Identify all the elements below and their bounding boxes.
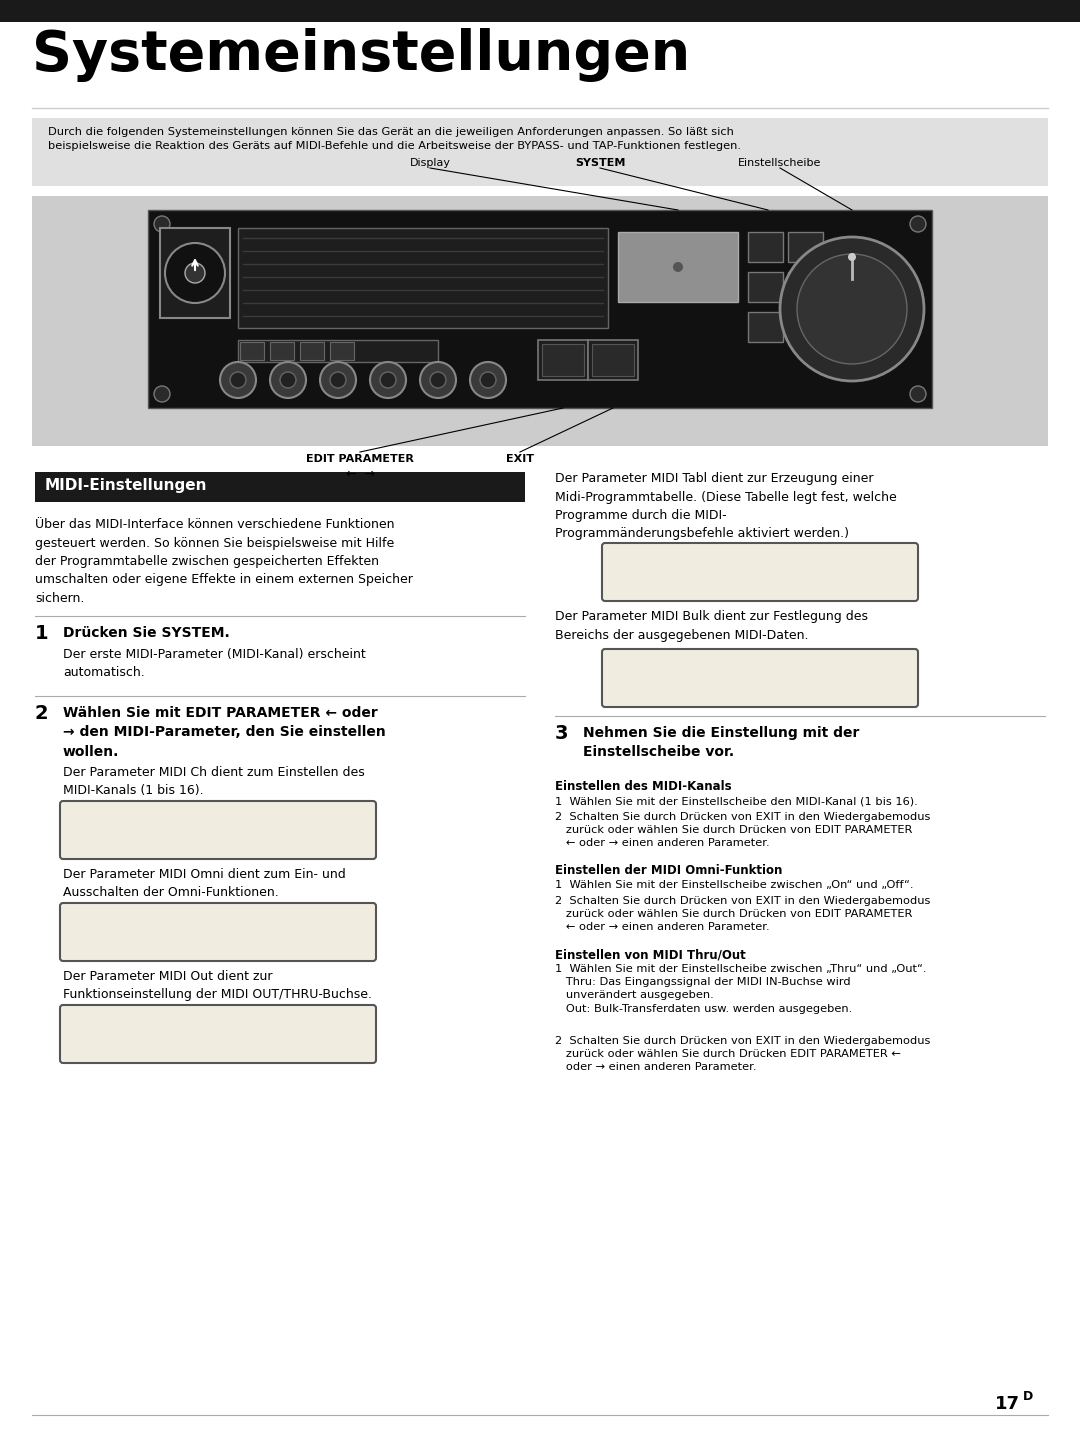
Bar <box>618 232 738 302</box>
Text: Einstellscheibe: Einstellscheibe <box>739 158 822 168</box>
Text: EDIT PARAMETER: EDIT PARAMETER <box>306 453 414 463</box>
Bar <box>588 340 638 380</box>
Bar <box>748 232 783 262</box>
Text: EXIT: EXIT <box>507 453 534 463</box>
Circle shape <box>154 216 170 232</box>
Text: Drücken Sie SYSTEM.: Drücken Sie SYSTEM. <box>63 626 230 640</box>
Text: Der Parameter MIDI Out dient zur
Funktionseinstellung der MIDI OUT/THRU-Buchse.: Der Parameter MIDI Out dient zur Funktio… <box>63 970 372 1002</box>
Bar <box>788 232 823 262</box>
Bar <box>538 340 588 380</box>
Text: 1  Wählen Sie mit der Einstellscheibe den MIDI-Kanal (1 bis 16).: 1 Wählen Sie mit der Einstellscheibe den… <box>555 796 918 806</box>
FancyBboxPatch shape <box>602 649 918 707</box>
Circle shape <box>480 373 496 389</box>
Text: Trans    Sys→♯400: Trans Sys→♯400 <box>615 676 751 689</box>
FancyBboxPatch shape <box>60 904 376 961</box>
Text: 1  Wählen Sie mit der Einstellscheibe zwischen „On“ und „Off“.: 1 Wählen Sie mit der Einstellscheibe zwi… <box>555 881 914 889</box>
FancyBboxPatch shape <box>60 1004 376 1063</box>
Circle shape <box>154 386 170 401</box>
Text: 2  Schalten Sie durch Drücken von EXIT in den Wiedergabemodus
   zurück oder wäh: 2 Schalten Sie durch Drücken von EXIT in… <box>555 812 930 849</box>
Text: Einstellen der MIDI Omni-Funktion: Einstellen der MIDI Omni-Funktion <box>555 863 782 876</box>
Text: Einstellen von MIDI Thru/Out: Einstellen von MIDI Thru/Out <box>555 948 746 961</box>
Text: D: D <box>1023 1390 1034 1403</box>
Circle shape <box>185 263 205 283</box>
Circle shape <box>220 363 256 399</box>
Text: 2: 2 <box>35 704 49 722</box>
Text: System:MIDI Tabl: System:MIDI Tabl <box>615 554 743 567</box>
Text: Einstellen des MIDI-Kanals: Einstellen des MIDI-Kanals <box>555 780 731 793</box>
Text: Über das MIDI-Interface können verschiedene Funktionen
gesteuert werden. So könn: Über das MIDI-Interface können verschied… <box>35 518 413 604</box>
Text: Nehmen Sie die Einstellung mit der
Einstellscheibe vor.: Nehmen Sie die Einstellung mit der Einst… <box>583 727 860 760</box>
Circle shape <box>230 373 246 389</box>
Text: Der Parameter MIDI Ch dient zum Einstellen des
MIDI-Kanals (1 bis 16).: Der Parameter MIDI Ch dient zum Einstell… <box>63 766 365 797</box>
Bar <box>748 272 783 302</box>
Circle shape <box>780 237 924 381</box>
Text: 3: 3 <box>555 724 568 743</box>
Text: System:MIDI Omni: System:MIDI Omni <box>73 914 201 927</box>
Bar <box>270 342 294 360</box>
Circle shape <box>470 363 507 399</box>
Text: 2  Schalten Sie durch Drücken von EXIT in den Wiedergabemodus
   zurück oder wäh: 2 Schalten Sie durch Drücken von EXIT in… <box>555 1036 930 1072</box>
Circle shape <box>280 373 296 389</box>
Text: 1: 1 <box>35 625 49 643</box>
Text: Durch die folgenden Systemeinstellungen können Sie das Gerät an die jeweiligen A: Durch die folgenden Systemeinstellungen … <box>48 127 741 151</box>
Bar <box>240 342 264 360</box>
Text: System:MIDI Ch: System:MIDI Ch <box>73 812 185 825</box>
Text: SYSTEM: SYSTEM <box>575 158 625 168</box>
Bar <box>148 210 932 409</box>
Circle shape <box>165 243 225 304</box>
Text: MIDI-Einstellungen: MIDI-Einstellungen <box>45 478 207 494</box>
Bar <box>32 196 1048 446</box>
Bar <box>160 227 230 318</box>
Text: Der Parameter MIDI Omni dient zum Ein- und
Ausschalten der Omni-Funktionen.: Der Parameter MIDI Omni dient zum Ein- u… <box>63 868 346 899</box>
Text: System:MIDI Bulk: System:MIDI Bulk <box>615 661 743 673</box>
Circle shape <box>330 373 346 389</box>
Text: Out/Thru     Thru: Out/Thru Thru <box>73 1032 210 1045</box>
Bar <box>542 344 584 376</box>
Text: 2  Schalten Sie durch Drücken von EXIT in den Wiedergabemodus
   zurück oder wäh: 2 Schalten Sie durch Drücken von EXIT in… <box>555 896 930 932</box>
Text: ←  →: ← → <box>346 468 375 481</box>
Text: Channel        01: Channel 01 <box>73 829 210 842</box>
Text: MIDI♯001→Prg♯001: MIDI♯001→Prg♯001 <box>615 570 743 583</box>
Circle shape <box>270 363 306 399</box>
Bar <box>748 312 783 342</box>
Text: Der Parameter MIDI Bulk dient zur Festlegung des
Bereichs der ausgegebenen MIDI-: Der Parameter MIDI Bulk dient zur Festle… <box>555 610 868 642</box>
Text: 17: 17 <box>995 1394 1020 1413</box>
Bar <box>238 227 608 328</box>
Bar <box>32 118 1048 186</box>
Text: Omni Mode      On: Omni Mode On <box>73 930 210 943</box>
Bar <box>788 312 823 342</box>
Circle shape <box>420 363 456 399</box>
Text: Der Parameter MIDI Tabl dient zur Erzeugung einer
Midi-Programmtabelle. (Diese T: Der Parameter MIDI Tabl dient zur Erzeug… <box>555 472 896 541</box>
Circle shape <box>370 363 406 399</box>
Text: Der erste MIDI-Parameter (MIDI-Kanal) erscheint
automatisch.: Der erste MIDI-Parameter (MIDI-Kanal) er… <box>63 648 366 679</box>
Circle shape <box>910 386 926 401</box>
Circle shape <box>848 253 856 260</box>
Bar <box>0 0 1080 22</box>
Circle shape <box>673 262 683 272</box>
Circle shape <box>910 216 926 232</box>
Bar <box>592 344 634 376</box>
Circle shape <box>430 373 446 389</box>
FancyBboxPatch shape <box>60 802 376 859</box>
Bar <box>35 472 525 502</box>
Bar <box>330 342 354 360</box>
Text: Systemeinstellungen: Systemeinstellungen <box>32 27 690 82</box>
Bar <box>300 342 324 360</box>
Text: Display: Display <box>409 158 450 168</box>
Circle shape <box>320 363 356 399</box>
Text: Wählen Sie mit EDIT PARAMETER ← oder
→ den MIDI-Parameter, den Sie einstellen
wo: Wählen Sie mit EDIT PARAMETER ← oder → d… <box>63 707 386 758</box>
Circle shape <box>797 255 907 364</box>
Text: 1  Wählen Sie mit der Einstellscheibe zwischen „Thru“ und „Out“.
   Thru: Das Ei: 1 Wählen Sie mit der Einstellscheibe zwi… <box>555 964 927 1013</box>
Circle shape <box>380 373 396 389</box>
Bar <box>238 340 438 363</box>
Text: System:MIDI Out: System:MIDI Out <box>73 1016 193 1029</box>
FancyBboxPatch shape <box>602 543 918 602</box>
Bar <box>788 272 823 302</box>
